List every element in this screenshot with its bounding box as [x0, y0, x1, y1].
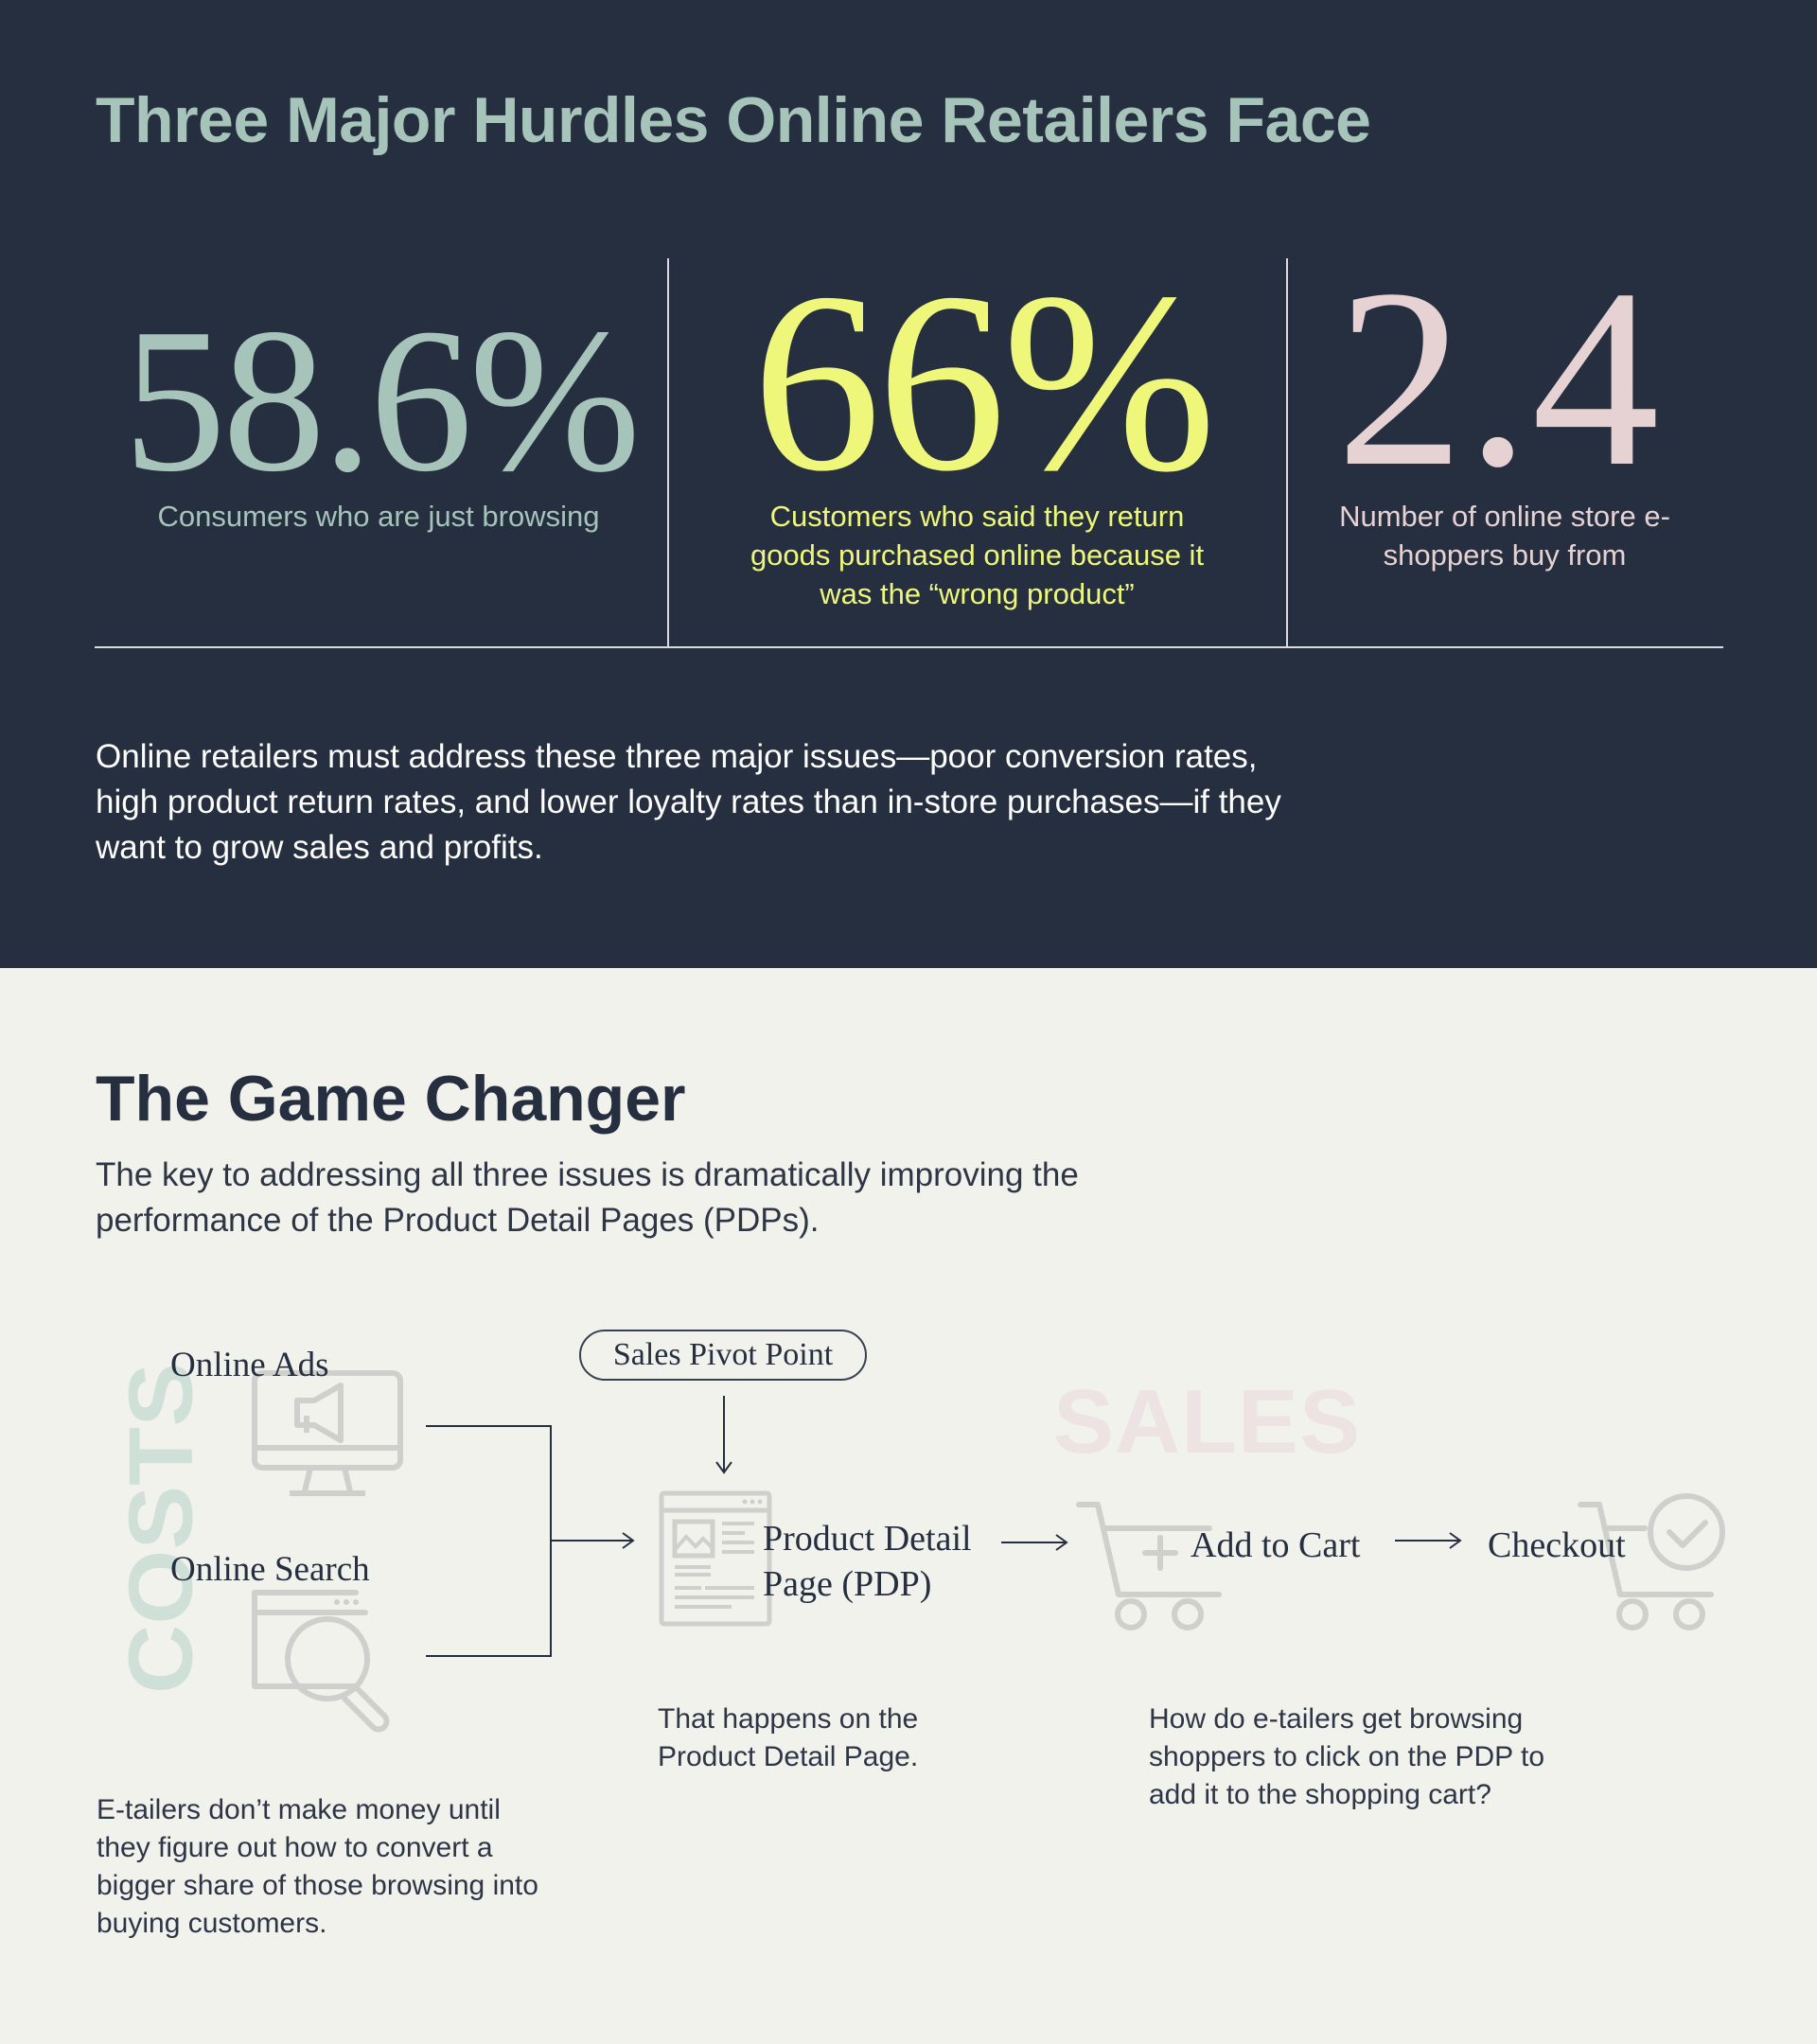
hurdles-section: Three Major Hurdles Online Retailers Fac…	[0, 0, 1817, 968]
checkout-icon	[1578, 1493, 1725, 1630]
online-ads-label: Online Ads	[170, 1346, 329, 1384]
sales-pivot-point-badge: Sales Pivot Point	[579, 1330, 867, 1381]
stat-stores-description: Number of online store e-shoppers buy fr…	[1339, 500, 1670, 572]
pdp-label-line1: Product Detail	[763, 1519, 972, 1559]
stat-returns-value: 66%	[752, 239, 1217, 524]
sales-watermark: SALES	[1053, 1371, 1362, 1472]
pdp-label-line2: Page (PDP)	[763, 1564, 932, 1604]
pivot-down-arrow	[715, 1396, 732, 1474]
costs-watermark: COSTS	[111, 1363, 212, 1694]
stat-divider	[1286, 258, 1288, 648]
pdp-to-cart-arrow	[1001, 1534, 1068, 1551]
hurdles-body: Online retailers must address these thre…	[96, 738, 1281, 866]
note-pdp: That happens on the Product Detail Page.	[658, 1703, 919, 1772]
note-costs: E-tailers don’t make money until they fi…	[97, 1794, 538, 1939]
stat-divider	[667, 258, 669, 648]
stats-bottom-rule	[95, 646, 1723, 648]
stat-stores-value: 2.4	[1336, 237, 1662, 520]
stat-browsing-description: Consumers who are just browsing	[157, 500, 600, 533]
note-cart: How do e-tailers get browsing shoppers t…	[1149, 1703, 1545, 1810]
online-search-label: Online Search	[170, 1550, 370, 1589]
stat-browsing-value: 58.6%	[123, 287, 641, 515]
hurdles-title: Three Major Hurdles Online Retailers Fac…	[96, 84, 1371, 156]
online-search-icon	[252, 1590, 390, 1733]
add-to-cart-label: Add to Cart	[1191, 1525, 1361, 1565]
add-to-cart-icon	[1076, 1502, 1222, 1630]
costs-watermark-text: COSTS	[111, 1363, 212, 1694]
online-ads-icon	[252, 1370, 403, 1496]
checkout-label: Checkout	[1488, 1525, 1626, 1565]
game-changer-body: The key to addressing all three issues i…	[96, 1156, 1079, 1239]
game-changer-title: The Game Changer	[96, 1063, 686, 1135]
cart-to-checkout-arrow	[1395, 1532, 1462, 1549]
stat-returns-description: Customers who said they return goods pur…	[750, 500, 1205, 610]
product-detail-page-icon	[659, 1490, 772, 1627]
